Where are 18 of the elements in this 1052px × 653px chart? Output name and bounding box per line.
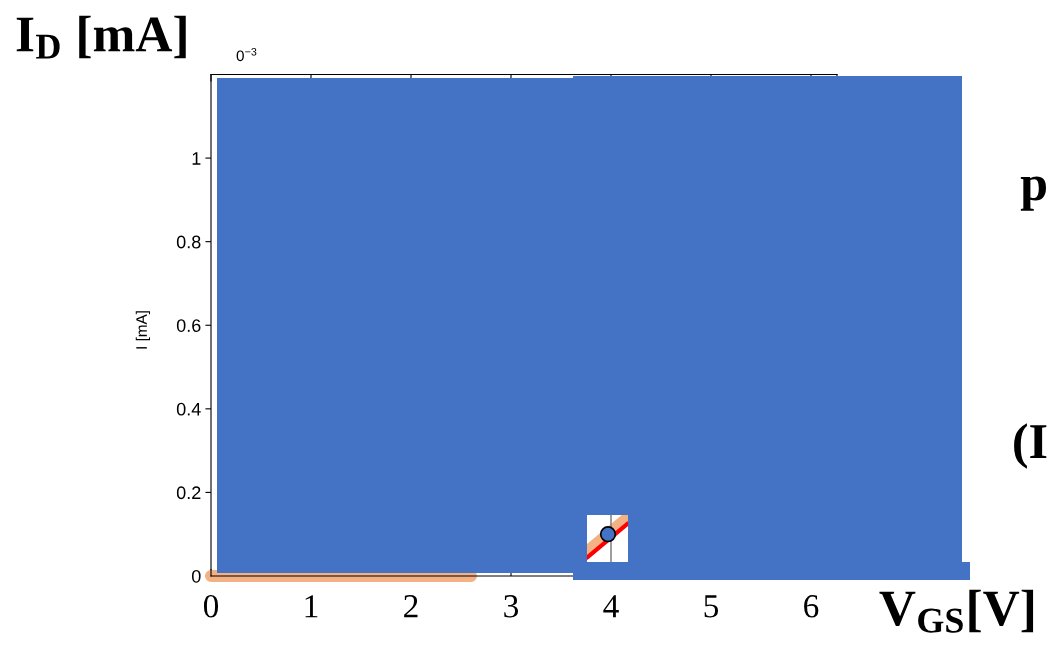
y-tick-label: 0.2 <box>176 486 201 500</box>
y-tick-label: 0.4 <box>176 402 201 416</box>
text: 0$^{−3}$ <box>236 47 257 62</box>
x-tick-label: 3 <box>504 595 519 618</box>
text: p <box>1020 176 1046 211</box>
x-tick-label: 1 <box>305 595 318 618</box>
x-tick-label: 2 <box>404 595 418 618</box>
y-tick-label: 0 <box>191 569 201 583</box>
y-axis-title: I [mA] <box>135 311 150 349</box>
text: (I <box>1014 423 1047 469</box>
x-tick-label: 4 <box>603 595 619 618</box>
y-tick-label: 0.6 <box>176 319 201 332</box>
x-tick-label: 5 <box>704 595 719 618</box>
y-tick-label: 0.8 <box>176 235 201 249</box>
x-axis-title: V$_{GS}$[V] <box>879 589 1034 633</box>
x-tick-label: 6 <box>804 595 819 618</box>
y-tick-label: 1 <box>192 152 201 165</box>
text: I$_{D}$ [mA] <box>16 15 186 59</box>
